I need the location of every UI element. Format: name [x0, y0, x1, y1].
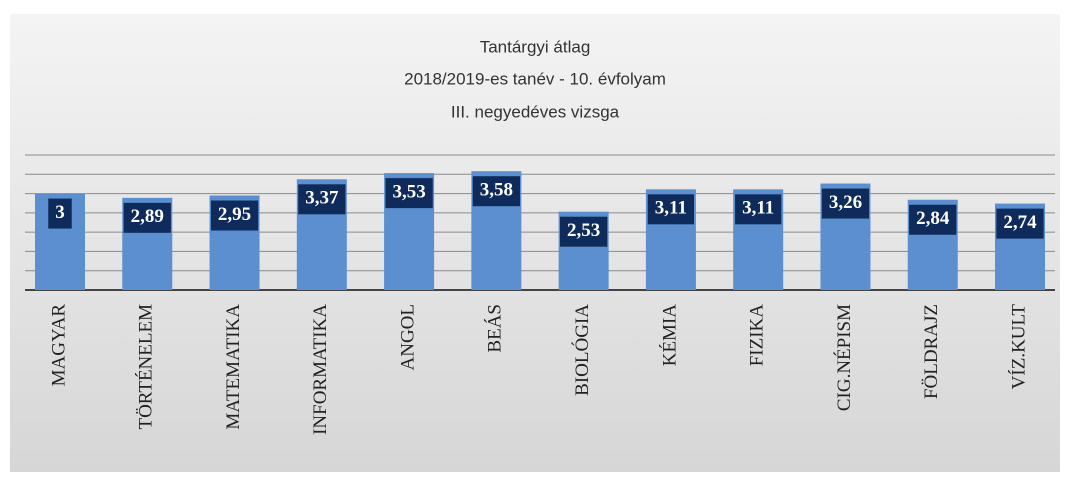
value-label-text: 2,89 [131, 206, 164, 227]
x-tick-label: VÍZ.KULT [1007, 304, 1029, 390]
value-label-box [210, 200, 259, 231]
value-label-box [909, 204, 957, 235]
chart-subtitle: III. negyedéves vizsga [451, 102, 620, 121]
value-label-text: 3,53 [392, 181, 425, 202]
value-label: 3,11 [647, 194, 695, 225]
value-label-text: 3 [55, 202, 65, 223]
x-tick-label: FÖLDRAJZ [921, 304, 942, 399]
value-label: 2,84 [909, 204, 957, 235]
value-label-text: 3,11 [655, 198, 687, 219]
x-tick-label: MATEMATIKA [223, 304, 244, 430]
value-label-box [996, 208, 1044, 239]
value-label-text: 3,26 [829, 192, 862, 213]
value-label: 3,11 [735, 194, 782, 225]
x-tick-label: INFORMATIKA [310, 304, 331, 435]
value-label: 2,53 [560, 216, 608, 247]
value-label-box [472, 176, 520, 207]
chart-title: Tantárgyi átlag [480, 37, 591, 56]
value-label-text: 3,58 [480, 180, 513, 201]
value-label: 3,26 [821, 188, 870, 219]
x-tick-label: ANGOL [397, 304, 418, 371]
x-tick-label: MAGYAR [48, 304, 69, 387]
value-label-text: 2,95 [218, 204, 251, 225]
chart-background [10, 14, 1060, 472]
value-label-box [560, 216, 608, 247]
value-label: 3,58 [472, 176, 520, 207]
value-label: 2,89 [123, 202, 171, 233]
x-tick-label: FIZIKA [747, 304, 768, 367]
value-label-box [123, 202, 171, 233]
chart-subtitle: 2018/2019-es tanév - 10. évfolyam [404, 69, 666, 88]
x-tick-label: KÉMIA [658, 304, 680, 367]
value-label-box [298, 184, 346, 215]
value-label-box [821, 188, 870, 219]
value-label-text: 3,37 [305, 188, 339, 209]
value-label: 2,74 [996, 208, 1044, 239]
x-tick-label: BEÁS [484, 304, 506, 353]
value-label-box [385, 178, 433, 209]
value-label-text: 2,74 [1003, 212, 1037, 233]
value-label-box [647, 194, 695, 225]
x-tick-label: TÖRTÉNELEM [135, 304, 157, 430]
x-tick-label: CIG.NÉPISM [833, 304, 855, 411]
value-label-text: 2,84 [916, 208, 950, 229]
value-label: 3,37 [298, 184, 346, 215]
value-label: 3 [48, 198, 72, 229]
value-label-box [735, 194, 782, 225]
value-label: 3,53 [385, 178, 433, 209]
value-label: 2,95 [210, 200, 259, 231]
value-label-box [48, 198, 72, 229]
value-label-text: 2,53 [567, 220, 600, 241]
x-tick-label: BIOLÓGIA [571, 304, 593, 396]
value-label-text: 3,11 [742, 198, 774, 219]
